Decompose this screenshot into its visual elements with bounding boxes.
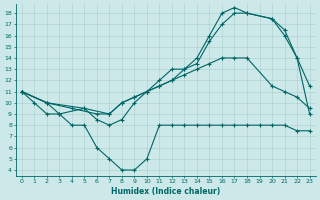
X-axis label: Humidex (Indice chaleur): Humidex (Indice chaleur) <box>111 187 220 196</box>
